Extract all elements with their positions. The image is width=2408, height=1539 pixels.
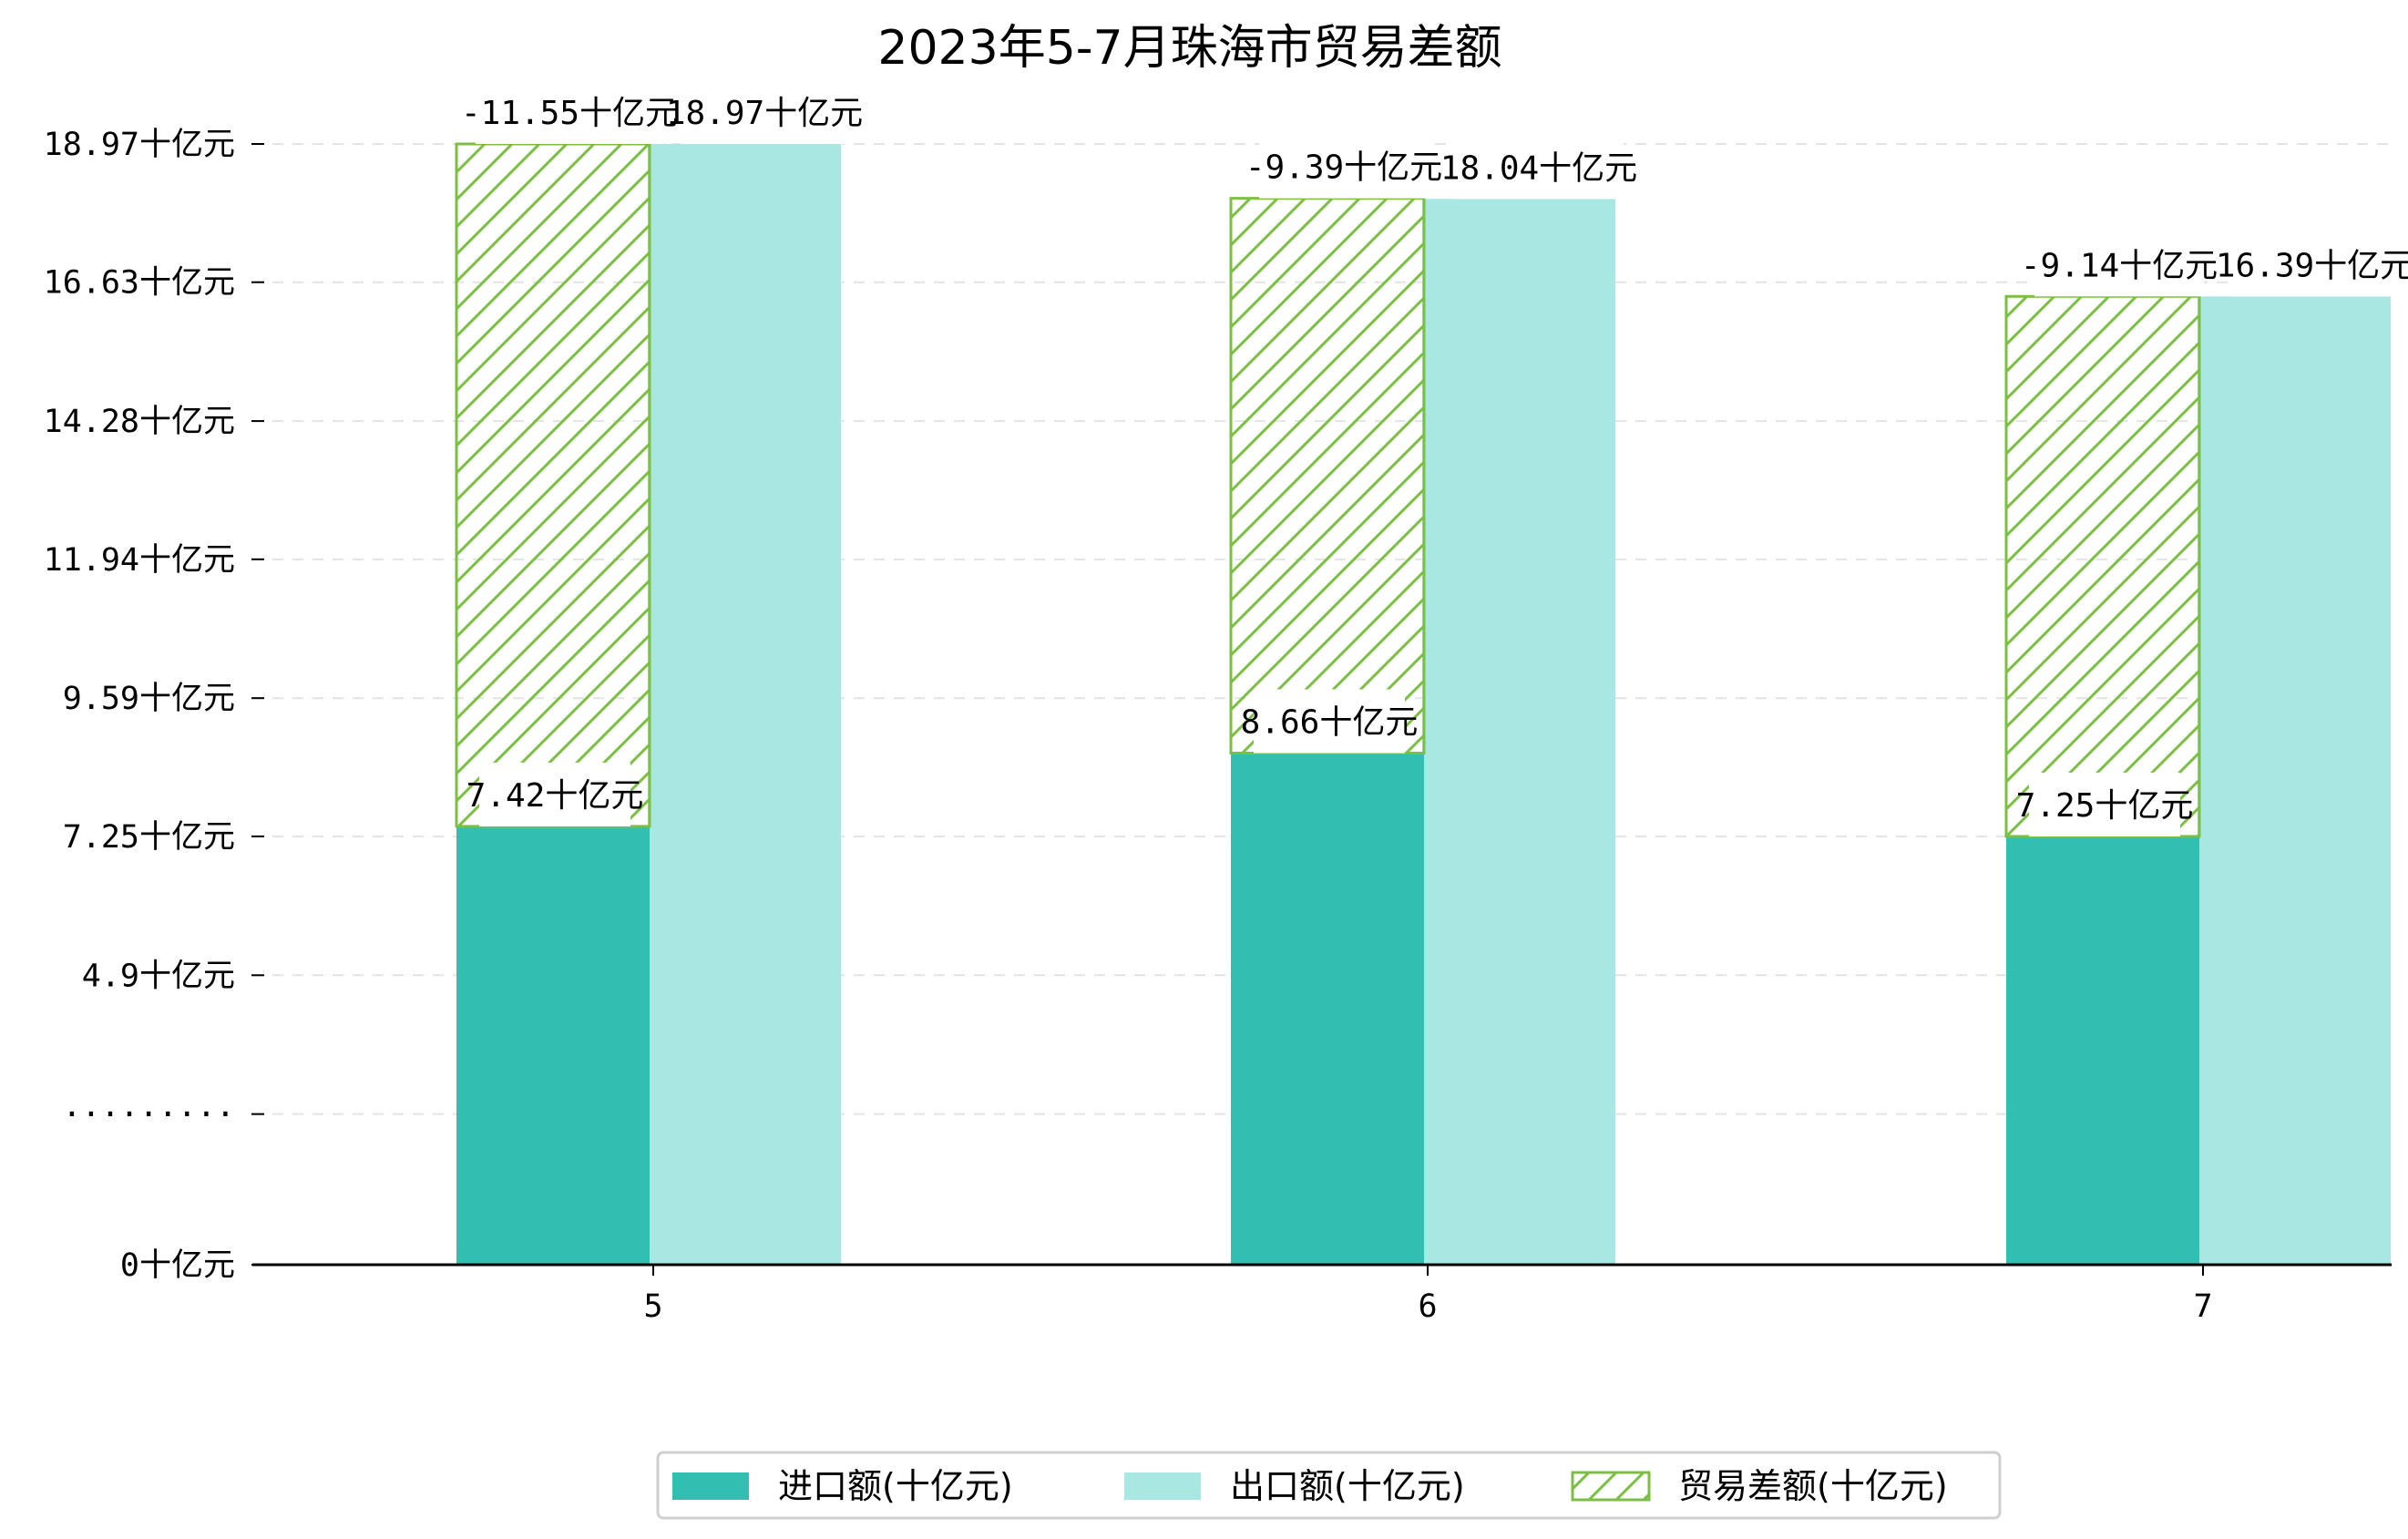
balance-bar bbox=[455, 142, 651, 828]
legend-item-import[interactable]: 进口额(十亿元) bbox=[672, 1466, 1013, 1506]
legend-swatch bbox=[1571, 1471, 1651, 1502]
legend-label: 出口额(十亿元) bbox=[1230, 1466, 1465, 1506]
export-value-label: 18.04十亿元 bbox=[1440, 149, 1637, 187]
legend-swatch bbox=[672, 1472, 749, 1500]
balance-bar bbox=[1229, 197, 1426, 754]
balance-value-label: -9.14十亿元 bbox=[2021, 247, 2218, 284]
y-tick-label: 14.28十亿元 bbox=[44, 404, 235, 440]
legend[interactable]: 进口额(十亿元) 出口额(十亿元) 贸易差额(十亿元) bbox=[656, 1451, 2002, 1520]
y-tick-label: 18.97十亿元 bbox=[44, 127, 235, 163]
export-bar bbox=[2198, 296, 2391, 1266]
x-tick-label: 6 bbox=[1418, 1288, 1437, 1325]
y-tick-label: 7.25十亿元 bbox=[63, 819, 235, 856]
x-tick-label: 5 bbox=[643, 1288, 662, 1325]
legend-item-export[interactable]: 出口额(十亿元) bbox=[1124, 1466, 1465, 1506]
import-bar bbox=[456, 826, 650, 1265]
legend-label: 进口额(十亿元) bbox=[778, 1466, 1013, 1506]
export-bar bbox=[648, 144, 841, 1265]
legend-swatch bbox=[1124, 1472, 1201, 1500]
x-tick-label: 7 bbox=[2193, 1288, 2212, 1325]
bars bbox=[455, 142, 2391, 1266]
export-value-label-bg bbox=[680, 80, 849, 144]
import-value-label-bg bbox=[2029, 772, 2180, 836]
import-bar bbox=[2006, 836, 2199, 1265]
export-value-label: 18.97十亿元 bbox=[666, 95, 863, 132]
data-labels: 7.42十亿元18.97十亿元-11.55十亿元8.66十亿元18.04十亿元-… bbox=[461, 80, 2408, 836]
legend-item-balance[interactable]: 贸易差额(十亿元) bbox=[1571, 1466, 1948, 1506]
import-bar bbox=[1231, 753, 1424, 1265]
export-bar bbox=[1422, 199, 1615, 1265]
balance-value-label-bg bbox=[1259, 134, 1429, 199]
export-value-label: 16.39十亿元 bbox=[2216, 247, 2408, 284]
legend-label: 贸易差额(十亿元) bbox=[1678, 1466, 1948, 1506]
y-tick-label: 11.94十亿元 bbox=[44, 542, 235, 579]
import-value-label-bg bbox=[1254, 689, 1405, 754]
y-tick-label: 16.63十亿元 bbox=[44, 265, 235, 302]
axes: 0十亿元 ········· 4.9十亿元 7.25十亿元 9.59十亿元 11.94十亿… bbox=[44, 127, 2392, 1325]
balance-value-label: -9.39十亿元 bbox=[1245, 149, 1442, 187]
y-tick-label: 9.59十亿元 bbox=[63, 681, 235, 717]
import-value-label: 7.42十亿元 bbox=[466, 777, 644, 815]
import-value-label-bg bbox=[479, 762, 630, 826]
export-value-label-bg bbox=[1454, 135, 1624, 200]
balance-value-label: -11.55十亿元 bbox=[461, 95, 678, 132]
chart-title: 2023年5-7月珠海市贸易差额 bbox=[877, 21, 1501, 76]
balance-bar bbox=[2004, 294, 2201, 838]
import-value-label: 7.25十亿元 bbox=[2016, 787, 2194, 825]
balance-value-label-bg bbox=[476, 80, 663, 144]
legend-box bbox=[656, 1451, 2002, 1520]
y-tick-label: 4.9十亿元 bbox=[82, 958, 235, 994]
export-value-label-bg bbox=[2229, 232, 2399, 297]
balance-value-label-bg bbox=[2034, 232, 2204, 297]
y-tick-label: 0十亿元 bbox=[120, 1247, 235, 1284]
y-tick-label: ········· bbox=[62, 1097, 235, 1134]
import-value-label: 8.66十亿元 bbox=[1241, 703, 1419, 741]
